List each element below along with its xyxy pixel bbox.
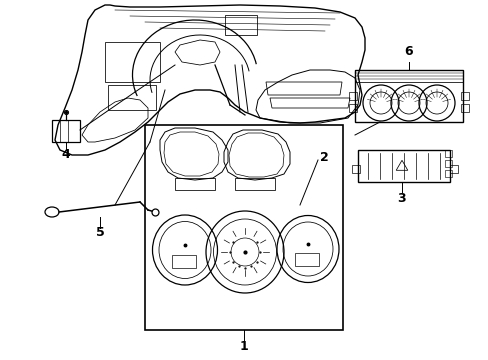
Bar (354, 70, 462, 82)
Bar (460, 92, 468, 100)
Bar (444, 160, 451, 167)
Bar (444, 150, 451, 157)
Text: 5: 5 (96, 225, 104, 239)
Bar (235, 178, 274, 190)
Bar (224, 15, 257, 35)
Bar (108, 85, 156, 110)
Text: 1: 1 (239, 339, 248, 352)
Bar (105, 42, 160, 82)
Bar (444, 170, 451, 177)
Bar (354, 70, 462, 122)
Bar (357, 150, 449, 182)
Text: 3: 3 (397, 192, 406, 204)
Text: 4: 4 (61, 148, 70, 161)
Bar (172, 255, 196, 268)
Bar (52, 120, 80, 142)
Bar (348, 92, 356, 100)
Bar (351, 165, 359, 173)
Bar (449, 165, 457, 173)
Bar (294, 253, 318, 266)
Bar (145, 125, 342, 330)
Bar (460, 104, 468, 112)
Text: 2: 2 (319, 150, 328, 163)
Bar (175, 178, 215, 190)
Text: 6: 6 (404, 45, 412, 58)
Bar (348, 104, 356, 112)
